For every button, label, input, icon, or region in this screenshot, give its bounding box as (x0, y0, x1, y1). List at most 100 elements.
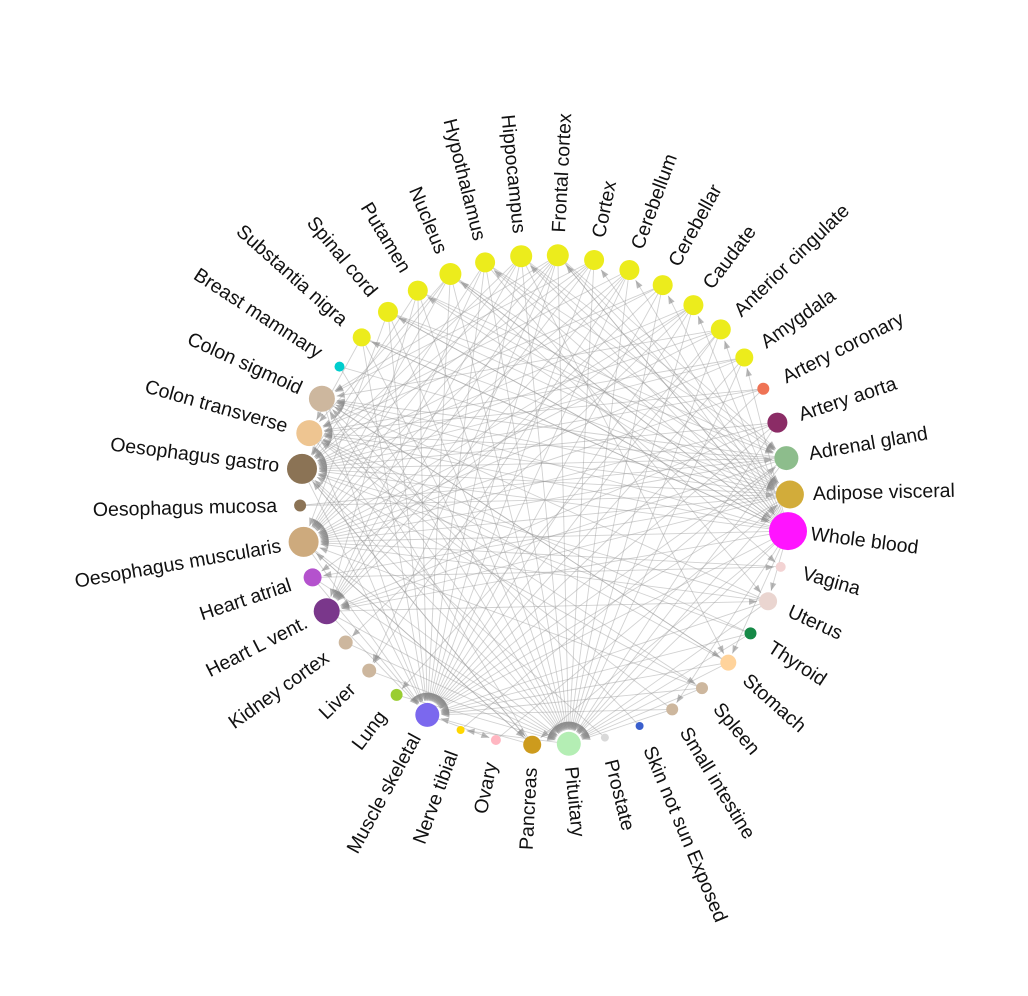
edge-caudate-to-oesophagus-gastro (317, 304, 694, 463)
edge-whole-blood-to-oesophagus-muscularis (320, 530, 789, 543)
edge-cerebellum-to-pituitary (570, 269, 630, 731)
label-oesophagus-mucosa: Oesophagus mucosa (93, 495, 278, 521)
label-oesophagus-muscularis: Oesophagus muscularis (73, 535, 283, 593)
arrowhead-hypothalamus (494, 270, 503, 279)
arrowhead-whole-blood (760, 516, 769, 523)
arrowhead-putamen (427, 297, 437, 305)
edge-amygdala-to-oesophagus-muscularis (319, 357, 745, 536)
edge-nucleus-to-oesophagus-muscularis (311, 273, 451, 528)
edge-heart-atrial-to-pituitary (312, 577, 558, 737)
arrowhead-heart-atrial (321, 563, 330, 572)
arrowhead-colon-sigmoid (336, 391, 346, 398)
edge-cerebellar-to-pituitary (571, 285, 664, 731)
edge-artery-aorta-to-pituitary (576, 422, 778, 733)
node-vagina (775, 561, 786, 572)
arrowhead-colon-sigmoid (335, 385, 344, 392)
edge-frontal-cortex-to-adipose-visceral (557, 254, 780, 484)
arrowhead-pituitary (582, 733, 591, 740)
arrowhead-colon-sigmoid (334, 406, 343, 414)
edge-artery-coronary-to-oesophagus-muscularis (319, 388, 764, 538)
edge-spleen-to-muscle-skeletal (441, 687, 703, 714)
node-amygdala (735, 348, 754, 367)
edge-adipose-visceral-to-muscle-skeletal (439, 494, 791, 708)
label-artery-aorta: Artery aorta (796, 373, 900, 426)
node-cerebellar (652, 275, 673, 296)
arrowhead-oesophagus-gastro (314, 449, 323, 458)
edge-kidney-cortex-to-pituitary (345, 642, 557, 739)
edge-putamen-to-heart-l-vent (330, 290, 419, 597)
node-caudate (683, 295, 704, 316)
node-cortex (584, 250, 605, 270)
edge-prostate-to-oesophagus-gastro (314, 479, 606, 738)
edge-spleen-to-oesophagus-muscularis (319, 547, 703, 689)
label-heart-atrial: Heart atrial (197, 574, 294, 625)
edge-artery-aorta-to-oesophagus-muscularis (319, 422, 778, 539)
edge-whole-blood-to-substantia-nigra (371, 341, 789, 532)
arrowhead-kidney-cortex (352, 628, 361, 637)
edge-hippocampus-to-pituitary (520, 256, 568, 730)
edge-hippocampus-to-heart-l-vent (333, 255, 522, 599)
node-prostate (600, 733, 609, 742)
edge-whole-blood-to-colon-sigmoid (336, 402, 789, 532)
label-liver: Liver (315, 678, 361, 724)
edge-caudate-to-oesophagus-muscularis (317, 304, 694, 534)
edge-frontal-cortex-to-oesophagus-gastro (314, 254, 559, 459)
edge-caudate-to-pituitary (572, 304, 694, 731)
arrowhead-spleen (686, 676, 696, 684)
node-muscle-skeletal (415, 702, 440, 727)
edge-amygdala-to-muscle-skeletal (436, 357, 745, 705)
arrowhead-pituitary (547, 731, 556, 739)
node-hippocampus (510, 245, 533, 268)
label-thyroid: Thyroid (764, 637, 831, 691)
edge-colon-sigmoid-to-stomach (321, 398, 721, 658)
edge-pancreas-to-oesophagus-muscularis (316, 552, 533, 746)
arrowhead-adrenal-gland (767, 467, 776, 475)
edge-heart-l-vent-to-pituitary (326, 610, 557, 738)
arrowhead-pancreas (517, 728, 526, 737)
arrowhead-pituitary (554, 723, 562, 732)
node-cerebellum (619, 260, 640, 280)
node-skin-not-sun-exposed (635, 722, 644, 730)
edge-nucleus-to-muscle-skeletal (427, 273, 451, 701)
edge-liver-to-pituitary (369, 670, 556, 740)
label-adrenal-gland: Adrenal gland (807, 423, 929, 465)
arrowhead-anterior-cingulate (724, 340, 731, 350)
edge-whole-blood-to-hippocampus (529, 265, 789, 532)
edge-hypothalamus-to-pituitary (484, 262, 567, 731)
arrowhead-vagina (765, 564, 774, 571)
arrowhead-cerebellar (668, 295, 675, 305)
edge-hippocampus-to-muscle-skeletal (429, 256, 522, 702)
edge-small-intestine-to-colon-transverse (321, 441, 673, 710)
node-stomach (720, 654, 737, 671)
edge-caudate-to-kidney-cortex (351, 304, 694, 637)
edge-cerebellar-to-colon-transverse (323, 284, 663, 428)
edge-colon-sigmoid-to-pituitary (321, 398, 561, 733)
edge-anterior-cingulate-to-colon-sigmoid (336, 328, 721, 397)
edge-thyroid-to-oesophagus-gastro (317, 474, 751, 634)
edge-whole-blood-to-hypothalamus (493, 270, 789, 532)
edge-frontal-cortex-to-adrenal-gland (557, 254, 777, 450)
node-whole-blood (769, 512, 807, 551)
edge-cerebellum-to-heart-l-vent (336, 269, 630, 601)
arrowhead-oesophagus-gastro (318, 461, 328, 468)
edge-hippocampus-to-oesophagus-gastro (313, 255, 522, 458)
label-lung: Lung (348, 707, 392, 755)
arrowhead-substantia-nigra (371, 342, 381, 349)
arrowhead-oesophagus-gastro (316, 477, 326, 484)
edge-substantia-nigra-to-whole-blood (361, 336, 770, 523)
edge-oesophagus-mucosa-to-adipose-visceral (300, 494, 774, 506)
node-hypothalamus (475, 252, 496, 273)
edge-amygdala-to-pituitary (574, 357, 745, 732)
edge-anterior-cingulate-to-oesophagus-muscularis (318, 328, 722, 535)
edge-cerebellum-to-liver (373, 269, 630, 664)
edge-adipose-visceral-to-colon-sigmoid (336, 401, 790, 495)
edge-hypothalamus-to-uterus (484, 262, 762, 594)
node-substantia-nigra (352, 328, 371, 347)
label-cortex: Cortex (588, 179, 621, 240)
arrowhead-oesophagus-muscularis (319, 547, 329, 554)
edge-heart-atrial-to-muscle-skeletal (312, 577, 419, 705)
edge-spinal-cord-to-adipose-visceral (387, 311, 776, 489)
edge-putamen-to-pituitary (417, 290, 565, 731)
edge-nucleus-to-colon-transverse (318, 273, 451, 423)
